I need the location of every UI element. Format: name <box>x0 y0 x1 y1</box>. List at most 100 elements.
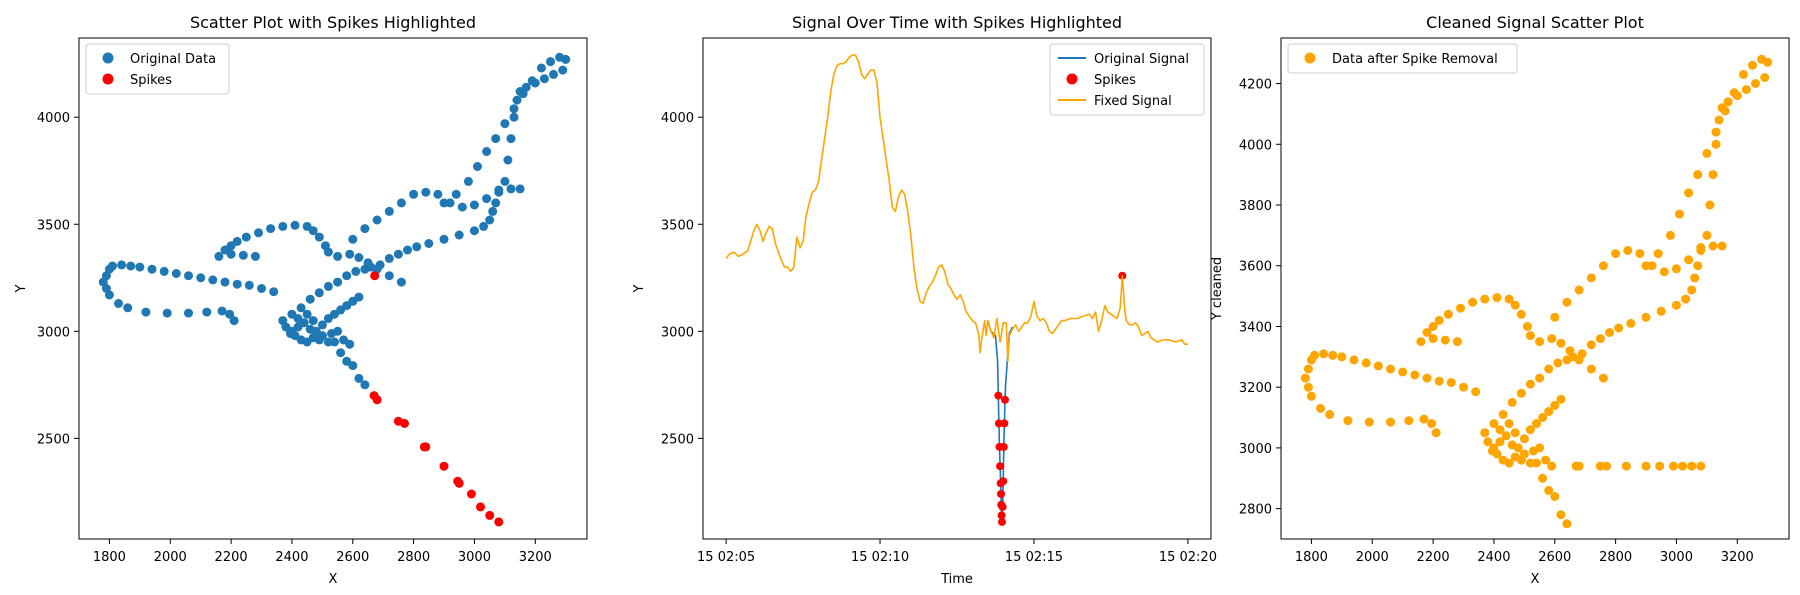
data-point-data-after-spike-removal <box>1671 300 1681 310</box>
y-tick-label: 3800 <box>1239 199 1272 214</box>
data-point-original-data <box>162 308 172 318</box>
data-point-original-data <box>278 221 288 231</box>
data-point-original-data <box>536 63 546 73</box>
data-point-original-data <box>281 322 291 332</box>
data-point-original-data <box>351 266 361 276</box>
data-point-original-data <box>317 331 327 341</box>
data-point-data-after-spike-removal <box>1556 338 1566 348</box>
data-point-data-after-spike-removal <box>1586 340 1596 350</box>
data-point-original-data <box>345 339 355 349</box>
x-tick-label: 2600 <box>336 550 369 565</box>
data-point-data-after-spike-removal <box>1538 473 1548 483</box>
data-point-data-after-spike-removal <box>1693 261 1703 271</box>
data-point-original-data <box>323 247 333 257</box>
data-point-data-after-spike-removal <box>1681 294 1691 304</box>
x-tick-label: 15 02:05 <box>697 550 755 565</box>
data-point-spikes <box>400 418 409 428</box>
data-point-original-data <box>225 309 235 319</box>
data-point-data-after-spike-removal <box>1760 73 1770 82</box>
data-point-data-after-spike-removal <box>1553 358 1563 368</box>
data-point-data-after-spike-removal <box>1656 306 1666 316</box>
data-point-original-data <box>314 232 324 242</box>
data-point-original-data <box>515 87 525 96</box>
data-point-data-after-spike-removal <box>1535 337 1545 347</box>
data-point-data-after-spike-removal <box>1328 350 1338 360</box>
data-point-data-after-spike-removal <box>1410 370 1420 380</box>
data-point-data-after-spike-removal <box>1602 461 1611 471</box>
data-point-original-data <box>323 281 333 291</box>
data-point-data-after-spike-removal <box>1480 428 1490 438</box>
data-point-data-after-spike-removal <box>1565 346 1575 356</box>
y-tick-label: 4200 <box>1239 78 1272 93</box>
x-tick-label: 2400 <box>275 550 308 565</box>
data-point-data-after-spike-removal <box>1684 188 1694 198</box>
data-point-original-data <box>254 228 263 238</box>
data-point-original-data <box>266 224 276 234</box>
data-point-data-after-spike-removal <box>1665 230 1675 240</box>
data-point-original-data <box>345 249 355 259</box>
data-point-data-after-spike-removal <box>1434 376 1444 386</box>
chart-title: Scatter Plot with Spikes Highlighted <box>190 13 476 32</box>
data-point-original-data <box>244 280 254 290</box>
y-tick-label: 3500 <box>661 218 694 233</box>
data-point-data-after-spike-removal <box>1687 285 1697 295</box>
data-point-original-data <box>104 290 114 300</box>
data-point-data-after-spike-removal <box>1598 373 1608 383</box>
x-axis-label: X <box>1531 572 1540 587</box>
data-point-data-after-spike-removal <box>1373 361 1383 371</box>
data-point-original-data <box>250 251 260 261</box>
data-point-original-data <box>412 242 422 252</box>
data-point-original-data <box>171 269 181 278</box>
data-point-data-after-spike-removal <box>1431 428 1441 438</box>
data-point-original-data <box>257 284 266 293</box>
data-point-spikes <box>1000 419 1009 428</box>
data-point-data-after-spike-removal <box>1492 293 1502 303</box>
data-point-data-after-spike-removal <box>1404 416 1414 426</box>
data-point-data-after-spike-removal <box>1428 334 1438 344</box>
chart-title: Cleaned Signal Scatter Plot <box>1426 13 1644 32</box>
data-point-data-after-spike-removal <box>1693 170 1703 180</box>
data-point-original-data <box>403 245 412 255</box>
legend: Original Signal Spikes Fixed Signal <box>1049 43 1205 116</box>
data-point-original-data <box>333 251 343 261</box>
data-point-data-after-spike-removal <box>1519 449 1529 459</box>
data-point-original-data <box>503 155 513 165</box>
data-point-original-data <box>208 275 218 285</box>
data-point-spikes <box>421 442 431 452</box>
data-point-data-after-spike-removal <box>1605 328 1614 337</box>
data-point-data-after-spike-removal <box>1452 337 1462 347</box>
legend-label: Spikes <box>1094 73 1136 88</box>
axes-frame <box>78 37 588 540</box>
data-point-data-after-spike-removal <box>1504 294 1514 304</box>
legend-box <box>1049 43 1205 116</box>
data-point-data-after-spike-removal <box>1641 312 1651 322</box>
data-point-data-after-spike-removal <box>1489 419 1499 429</box>
data-point-original-data <box>479 221 489 231</box>
data-point-spikes <box>998 502 1007 511</box>
data-point-original-data <box>494 185 504 195</box>
legend: Data after Spike Removal <box>1287 43 1518 74</box>
data-point-data-after-spike-removal <box>1574 355 1584 365</box>
data-point-data-after-spike-removal <box>1516 309 1526 319</box>
y-axis-label: Y <box>14 284 29 293</box>
data-point-original-data <box>469 200 479 210</box>
data-point-original-data <box>114 299 123 308</box>
data-point-original-data <box>512 95 522 105</box>
data-point-original-data <box>348 234 358 244</box>
data-point-original-data <box>433 189 443 199</box>
data-point-original-data <box>469 226 479 236</box>
legend-swatch-marker <box>1304 52 1316 64</box>
data-point-data-after-spike-removal <box>1361 358 1371 368</box>
data-point-original-data <box>530 78 540 88</box>
data-point-spikes <box>994 391 1003 400</box>
data-point-data-after-spike-removal <box>1300 373 1310 383</box>
data-point-data-after-spike-removal <box>1316 403 1325 413</box>
data-point-data-after-spike-removal <box>1532 419 1541 429</box>
data-point-original-data <box>141 307 151 317</box>
legend-label: Original Data <box>130 52 216 67</box>
x-tick-label: 2400 <box>1477 550 1510 565</box>
data-point-spikes <box>999 477 1008 486</box>
data-point-data-after-spike-removal <box>1525 458 1535 468</box>
data-point-data-after-spike-removal <box>1303 382 1313 392</box>
data-point-original-data <box>269 287 279 297</box>
